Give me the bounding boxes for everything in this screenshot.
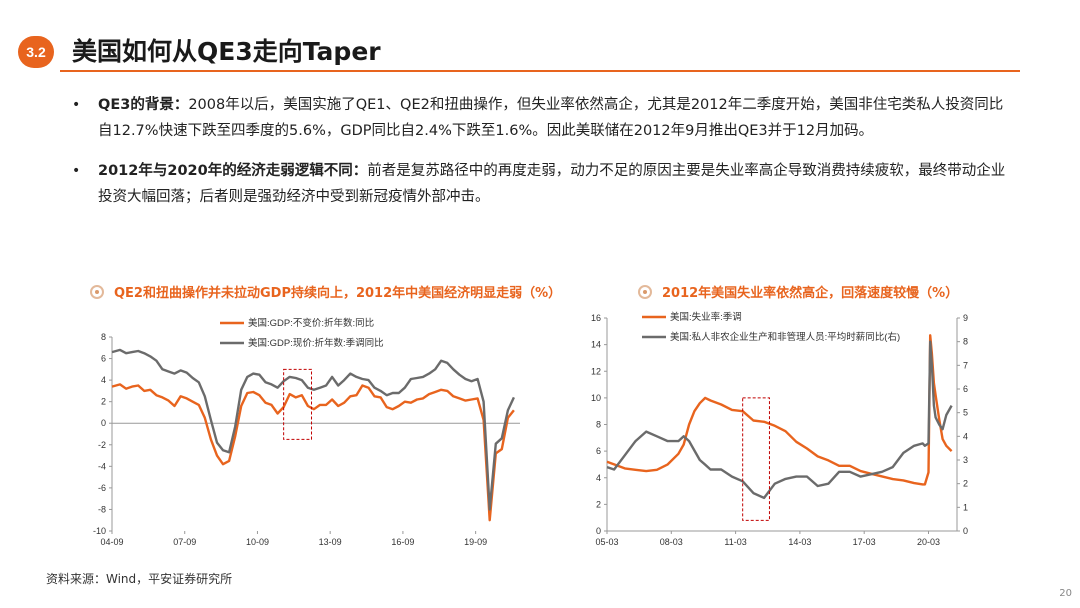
bullet-heading: 2012年与2020年的经济走弱逻辑不同： bbox=[98, 163, 368, 179]
source-note: 资料来源：Wind，平安证券研究所 bbox=[46, 572, 233, 586]
y-tick-label: 8 bbox=[596, 420, 601, 430]
bullet-dot-icon: • bbox=[72, 163, 81, 179]
page-number: 20 bbox=[1059, 588, 1072, 599]
x-tick-label: 17-03 bbox=[853, 537, 876, 547]
legend-label-1: 美国:GDP:不变价:折年数:同比 bbox=[248, 317, 374, 329]
y-tick-label: 12 bbox=[591, 366, 601, 376]
y-tick-label: 0 bbox=[596, 526, 601, 536]
chart-title-unemployment: 2012年美国失业率依然高企，回落速度较慢（%） bbox=[638, 282, 958, 301]
x-tick-label: 20-03 bbox=[917, 537, 940, 547]
y2-tick-label: 1 bbox=[963, 502, 968, 512]
y-tick-label: 4 bbox=[596, 473, 601, 483]
y2-tick-label: 5 bbox=[963, 408, 968, 418]
y-tick-label: -10 bbox=[93, 526, 106, 536]
y-tick-label: 6 bbox=[101, 354, 106, 364]
y-tick-label: 4 bbox=[101, 375, 106, 385]
y2-tick-label: 6 bbox=[963, 384, 968, 394]
title-marker-icon bbox=[90, 284, 104, 299]
x-tick-label: 05-03 bbox=[595, 537, 618, 547]
y-tick-label: 14 bbox=[591, 340, 601, 350]
y-tick-label: 8 bbox=[101, 332, 106, 342]
bullet-heading: QE3的背景： bbox=[98, 97, 189, 113]
bullet-list: • QE3的背景：2008年以后，美国实施了QE1、QE2和扭曲操作，但失业率依… bbox=[70, 92, 1015, 224]
x-tick-label: 10-09 bbox=[246, 537, 269, 547]
title-divider bbox=[60, 70, 1020, 72]
y2-tick-label: 2 bbox=[963, 479, 968, 489]
bullet-item-2012-vs-2020: • 2012年与2020年的经济走弱逻辑不同：前者是复苏路径中的再度走弱，动力不… bbox=[70, 158, 1015, 210]
y2-tick-label: 3 bbox=[963, 455, 968, 465]
y-tick-label: 2 bbox=[101, 397, 106, 407]
x-tick-label: 07-09 bbox=[173, 537, 196, 547]
bullet-text: 前者是复苏路径中的再度走弱，动力不足的原因主要是失业率高企导致消费持续疲软，最终… bbox=[98, 163, 1006, 205]
y2-tick-label: 9 bbox=[963, 313, 968, 323]
y-tick-label: 10 bbox=[591, 393, 601, 403]
x-tick-label: 11-03 bbox=[724, 537, 746, 547]
y-tick-label: 6 bbox=[596, 446, 601, 456]
y-tick-label: 2 bbox=[596, 499, 601, 509]
chart-title-gdp-text: QE2和扭曲操作并未拉动GDP持续向上，2012年中美国经济明显走弱（%） bbox=[114, 286, 562, 301]
bullet-text: 2008年以后，美国实施了QE1、QE2和扭曲操作，但失业率依然高企，尤其是20… bbox=[98, 97, 1004, 139]
legend-label-2: 美国:私人非农企业生产和非管理人员:平均时薪同比(右) bbox=[670, 331, 900, 343]
x-tick-label: 19-09 bbox=[464, 537, 487, 547]
y-tick-label: -2 bbox=[98, 440, 106, 450]
page-title: 美国如何从QE3走向Taper bbox=[72, 37, 381, 66]
series-line-2 bbox=[606, 340, 953, 500]
series-line-1 bbox=[606, 334, 953, 486]
y-tick-label: 0 bbox=[101, 418, 106, 428]
y-tick-label: 16 bbox=[591, 313, 601, 323]
title-marker-icon bbox=[638, 284, 652, 299]
highlight-period-box bbox=[742, 397, 770, 521]
x-tick-label: 14-03 bbox=[788, 537, 811, 547]
chart-title-unemployment-text: 2012年美国失业率依然高企，回落速度较慢（%） bbox=[662, 286, 959, 301]
y2-tick-label: 7 bbox=[963, 360, 968, 370]
bullet-item-qe3-background: • QE3的背景：2008年以后，美国实施了QE1、QE2和扭曲操作，但失业率依… bbox=[70, 92, 1015, 144]
x-tick-label: 13-09 bbox=[319, 537, 342, 547]
series-line-2 bbox=[111, 348, 515, 511]
y2-tick-label: 0 bbox=[963, 526, 968, 536]
series-line-1 bbox=[111, 383, 515, 522]
legend-label-2: 美国:GDP:现价:折年数:季调同比 bbox=[248, 337, 384, 349]
x-tick-label: 08-03 bbox=[660, 537, 683, 547]
x-tick-label: 16-09 bbox=[391, 537, 414, 547]
y-tick-label: -8 bbox=[98, 504, 106, 514]
highlight-period-box bbox=[283, 368, 313, 440]
chart-title-gdp: QE2和扭曲操作并未拉动GDP持续向上，2012年中美国经济明显走弱（%） bbox=[90, 282, 561, 301]
y-tick-label: -4 bbox=[98, 461, 106, 471]
y2-tick-label: 8 bbox=[963, 337, 968, 347]
legend-label-1: 美国:失业率:季调 bbox=[670, 311, 742, 323]
y2-tick-label: 4 bbox=[963, 431, 968, 441]
x-tick-label: 04-09 bbox=[100, 537, 123, 547]
y-tick-label: -6 bbox=[98, 483, 106, 493]
bullet-dot-icon: • bbox=[72, 97, 81, 113]
section-badge: 3.2 bbox=[18, 36, 54, 68]
